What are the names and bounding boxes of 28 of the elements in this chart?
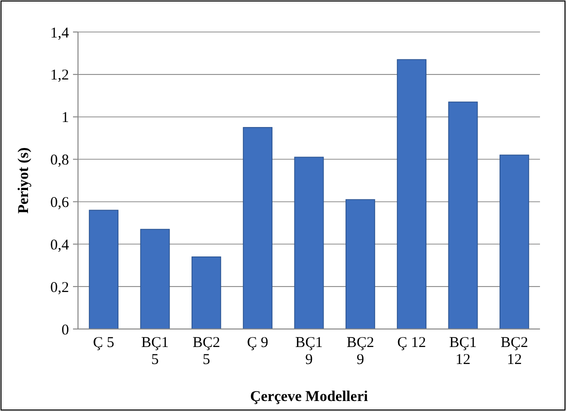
bar [346,199,376,330]
x-tick-label: BÇ1 12 [449,335,477,368]
x-tick-label: BÇ2 12 [500,335,528,368]
x-tick-label: BÇ1 9 [295,335,323,368]
y-tick-label: 0,8 [50,152,69,169]
bar [192,256,222,330]
y-tick-label: 0,4 [50,237,70,254]
y-tick-label: 0,6 [50,194,70,211]
bar [294,156,324,330]
y-axis-title: Periyot (s) [16,147,32,214]
bar [242,127,272,330]
bar [396,59,426,330]
x-tick-label: BÇ1 5 [141,335,169,368]
x-tick-label: Ç 9 [247,335,268,351]
x-tick-label: BÇ2 5 [192,335,220,368]
bar [140,228,170,330]
x-axis-title: Çerçeve Modelleri [250,389,368,405]
y-tick-label: 0 [62,322,69,338]
bar [500,154,530,330]
y-tick-label: 1 [62,110,69,126]
x-tick-label: Ç 12 [397,335,426,351]
y-tick-label: 1,2 [50,68,69,84]
x-tick-label: Ç 5 [93,335,114,351]
y-tick-label: 1,4 [50,25,70,42]
bar [88,210,118,330]
bar [448,102,478,330]
y-tick-label: 0,2 [50,280,69,296]
x-tick-label: BÇ2 9 [346,335,374,368]
